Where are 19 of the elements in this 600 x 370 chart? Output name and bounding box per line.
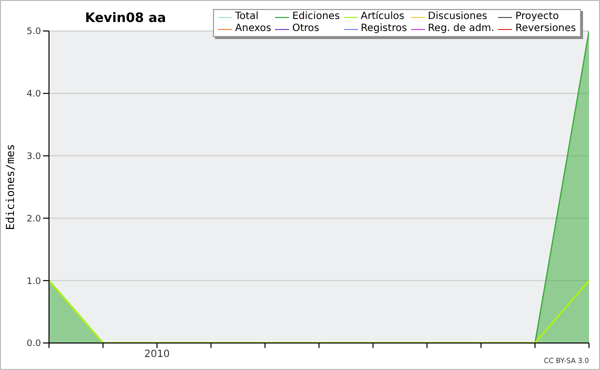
y-tick-label: 4.0 [26,90,42,100]
legend-label: Proyecto [515,11,559,23]
y-tick-label: 3.0 [26,152,42,162]
y-axis-title: Ediciones/mes [4,144,17,230]
y-tick-label: 0.0 [26,339,42,350]
legend-label: Reversiones [515,23,576,35]
legend-label: Ediciones [292,11,340,23]
legend-label: Reg. de adm. [428,23,494,35]
legend-label: Artículos [360,11,404,23]
chart-title: Kevin08 aa [85,11,166,26]
legend-label: Otros [292,23,320,35]
legend-label: Discusiones [428,11,488,23]
y-tick-label: 5.0 [26,27,42,38]
legend-label: Registros [360,23,407,35]
x-tick-label: 2010 [144,349,170,360]
y-tick-label: 1.0 [26,276,42,287]
legend-label: Total [235,11,258,23]
legend-label: Anexos [235,23,272,35]
y-tick-label: 2.0 [26,214,42,224]
